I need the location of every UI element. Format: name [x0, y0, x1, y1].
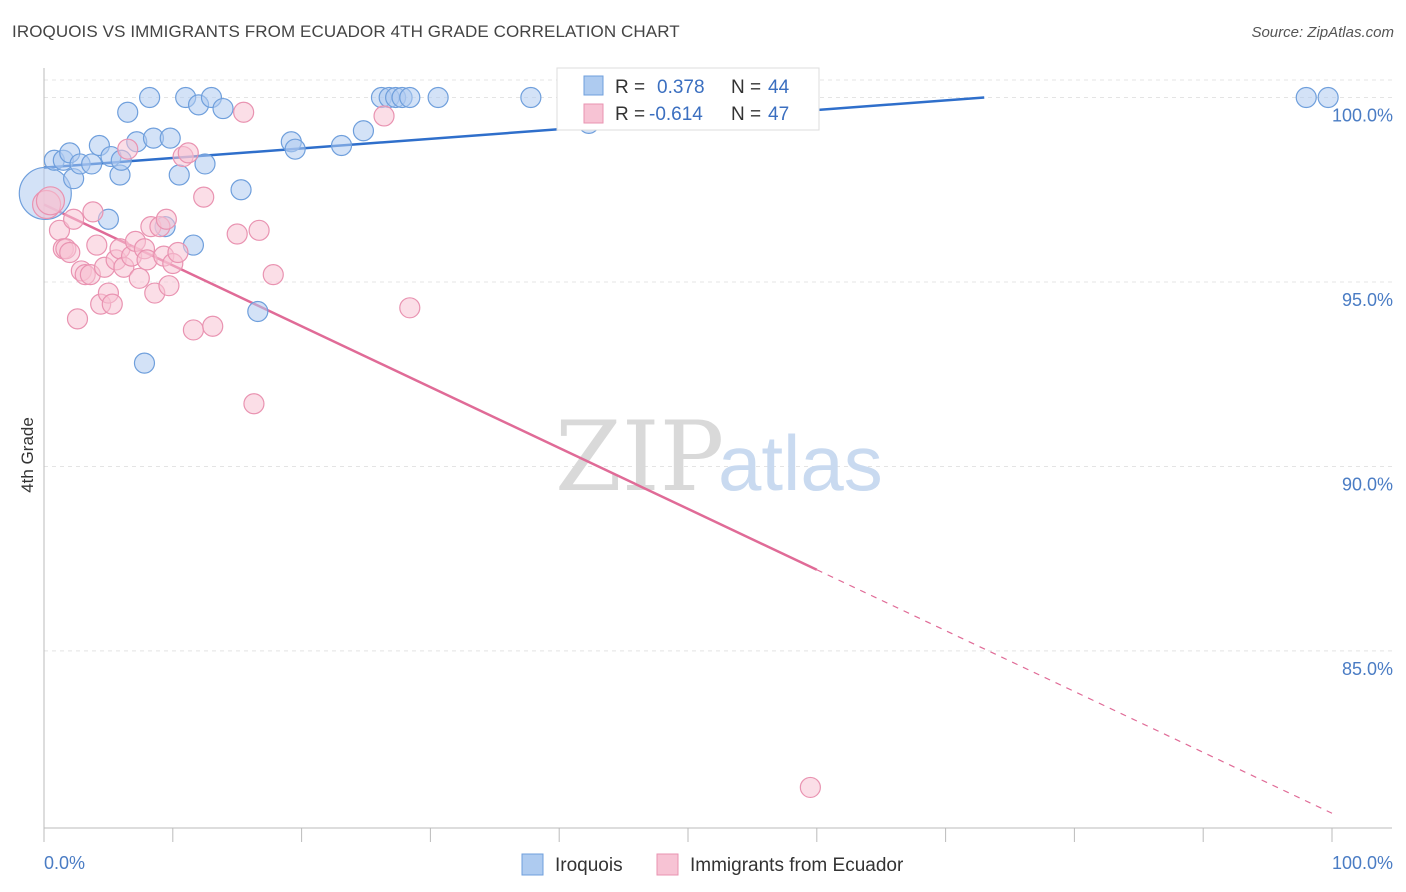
iroquois-point [117, 101, 139, 123]
ecuador-point [248, 219, 270, 241]
legend-r-label-1: R = [615, 77, 645, 98]
iroquois-point [168, 164, 190, 186]
ecuador-point [155, 208, 177, 230]
ecuador-point [158, 275, 180, 297]
legend-n-label-1: N = [731, 77, 761, 98]
legend-r-value-2: -0.614 [649, 104, 703, 125]
legend-swatch-iroquois [583, 75, 604, 96]
iroquois-point [139, 86, 161, 109]
y-axis-title: 4th Grade [18, 417, 37, 493]
bottom-legend-label-ecuador: Immigrants from Ecuador [690, 855, 904, 876]
y-tick-label: 85.0% [1342, 659, 1393, 679]
ecuador-point [262, 264, 284, 286]
iroquois-point [194, 153, 216, 175]
ecuador-point [82, 201, 104, 223]
iroquois-point [247, 300, 269, 323]
legend-r-value-1: 0.378 [657, 77, 705, 98]
legend-swatch-ecuador [583, 103, 604, 124]
iroquois-point [230, 179, 252, 201]
iroquois-point [330, 134, 353, 157]
ecuador-point [63, 208, 85, 230]
watermark: ZIP atlas [555, 401, 883, 513]
iroquois-point [81, 153, 103, 175]
y-tick-label: 95.0% [1342, 290, 1393, 310]
iroquois-point [1317, 86, 1339, 109]
bottom-legend-swatch-ecuador [656, 853, 679, 876]
ecuador-point [167, 241, 189, 264]
ecuador-point [182, 319, 205, 341]
bottom-legend-label-iroquois: Iroquois [555, 855, 623, 876]
ecuador-point [373, 105, 395, 127]
x-tick-label-end: 100.0% [1332, 853, 1393, 873]
ecuador-point [233, 101, 255, 123]
ecuador-point [399, 297, 421, 319]
ecuador-point [86, 234, 108, 256]
watermark-zip: ZIP [555, 401, 724, 513]
watermark-atlas: atlas [718, 419, 883, 507]
bottom-legend-swatch-iroquois [521, 853, 544, 876]
iroquois-point [212, 97, 234, 120]
chart-title: IROQUOIS VS IMMIGRANTS FROM ECUADOR 4TH … [12, 22, 680, 41]
ecuador-point [35, 186, 66, 216]
legend-n-value-1: 44 [768, 77, 790, 98]
bottom-legend: Iroquois Immigrants from Ecuador [521, 853, 904, 876]
ecuador-point [128, 267, 150, 289]
ecuador-point [226, 223, 248, 245]
y-tick-label: 90.0% [1342, 474, 1393, 494]
legend-box: R = 0.378 N = 44 R = -0.614 N = 47 [556, 67, 820, 131]
iroquois-point [159, 127, 181, 149]
ecuador-point [177, 142, 199, 164]
ecuador-trend-extension [816, 569, 1333, 814]
iroquois-point [399, 86, 421, 109]
source-credit: Source: ZipAtlas.com [1251, 24, 1394, 41]
iroquois-point [427, 86, 449, 109]
ecuador-point [101, 293, 123, 315]
ecuador-point [202, 315, 224, 337]
ecuador-point [193, 186, 215, 208]
ecuador-point [243, 393, 265, 415]
points-layer [18, 86, 1339, 799]
iroquois-point [520, 86, 542, 109]
y-tick-label: 100.0% [1332, 106, 1393, 126]
iroquois-point [133, 352, 156, 374]
ecuador-point [59, 241, 81, 264]
x-tick-label-start: 0.0% [44, 853, 85, 873]
legend-r-label-2: R = [615, 104, 645, 125]
ecuador-point [799, 776, 821, 799]
grid-layer [44, 79, 1392, 652]
iroquois-point [284, 138, 306, 160]
ecuador-point [117, 138, 139, 160]
iroquois-point [1295, 86, 1317, 109]
legend-n-value-2: 47 [768, 104, 789, 125]
ecuador-point [66, 308, 89, 330]
iroquois-point [352, 120, 375, 142]
legend-n-label-2: N = [731, 104, 761, 125]
